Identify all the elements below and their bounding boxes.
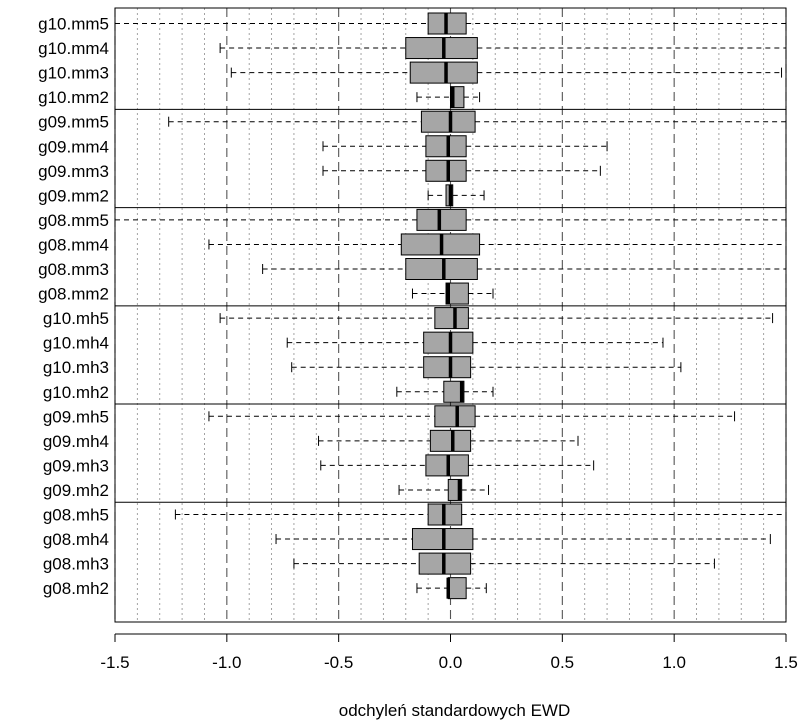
category-label: g10.mh3 <box>43 358 109 377</box>
box-iqr <box>409 61 478 84</box>
category-label: g08.mh4 <box>43 530 109 549</box>
box-iqr <box>434 307 469 330</box>
category-label: g10.mm3 <box>38 64 109 83</box>
box-g08-mm4 <box>208 233 786 256</box>
box-iqr <box>425 159 467 182</box>
box-iqr <box>423 331 474 354</box>
box-iqr <box>425 135 467 158</box>
box-g08-mh4 <box>275 528 771 551</box>
category-label: g08.mm2 <box>38 285 109 304</box>
box-iqr <box>434 405 476 428</box>
box-g09-mh5 <box>208 405 736 428</box>
box-g09-mh2 <box>398 478 490 501</box>
x-axis: -1.5 -1.0 -0.5 0.0 0.5 1.0 1.5 <box>100 633 798 672</box>
box-g09-mh3 <box>320 454 595 477</box>
box-iqr <box>443 380 465 403</box>
category-label: g08.mh3 <box>43 555 109 574</box>
box-g10-mh3 <box>291 356 682 379</box>
box-iqr <box>405 258 478 280</box>
x-tick-label: -1.5 <box>100 653 129 672</box>
box-g10-mh2 <box>396 380 494 403</box>
category-label: g09.mh4 <box>43 432 109 451</box>
x-tick-label: 0.5 <box>551 653 575 672</box>
category-label: g10.mh2 <box>43 383 109 402</box>
category-label: g10.mm5 <box>38 15 109 34</box>
box-g08-mm2 <box>411 282 494 305</box>
box-g09-mm3 <box>322 159 601 182</box>
x-axis-title: odchyleń standardowych EWD <box>339 701 571 720</box>
x-tick-label: 1.0 <box>662 653 686 672</box>
category-label: g10.mh5 <box>43 309 109 328</box>
x-tick-label: -1.0 <box>212 653 241 672</box>
category-label: g09.mh3 <box>43 456 109 475</box>
category-labels: g10.mm5 g10.mm4 g10.mm3 g10.mm2 g09.mm5 g09.m… <box>38 15 109 599</box>
group-separators <box>115 108 786 503</box>
plot-frame <box>114 7 787 623</box>
category-label: g08.mh5 <box>43 506 109 525</box>
boxes-layer <box>115 12 786 600</box>
box-iqr <box>420 110 476 133</box>
x-tick-label: -0.5 <box>324 653 353 672</box>
category-label: g09.mm5 <box>38 113 109 132</box>
x-tick-label: 0.0 <box>439 653 463 672</box>
box-g08-mh2 <box>416 577 487 600</box>
category-label: g08.mm5 <box>38 211 109 230</box>
box-g10-mh5 <box>219 307 774 330</box>
box-g09-mm2 <box>427 184 485 207</box>
box-g10-mm4 <box>219 37 786 60</box>
box-g09-mh4 <box>318 429 579 452</box>
box-iqr <box>447 577 467 600</box>
box-g08-mm3 <box>262 258 786 280</box>
box-g10-mm3 <box>230 61 783 84</box>
box-g08-mh3 <box>293 552 715 575</box>
category-label: g08.mm3 <box>38 260 109 279</box>
category-label: g10.mm4 <box>38 39 109 58</box>
category-label: g08.mh2 <box>43 579 109 598</box>
box-g08-mm5 <box>115 208 786 231</box>
category-label: g09.mm4 <box>38 137 109 156</box>
category-label: g08.mm4 <box>38 235 109 254</box>
category-label: g09.mm2 <box>38 186 109 205</box>
box-iqr <box>416 208 467 231</box>
box-g08-mh5 <box>174 503 786 526</box>
box-g10-mm5 <box>115 12 786 35</box>
box-iqr <box>429 429 472 452</box>
category-label: g10.mh4 <box>43 334 109 353</box>
box-iqr <box>445 282 469 305</box>
category-label: g09.mh2 <box>43 481 109 500</box>
category-label: g09.mh5 <box>43 407 109 426</box>
x-tick-label: 1.5 <box>774 653 798 672</box>
box-g10-mm2 <box>416 86 481 109</box>
box-g10-mh4 <box>286 331 664 354</box>
box-g09-mm5 <box>168 110 786 133</box>
category-label: g10.mm2 <box>38 88 109 107</box>
box-iqr <box>405 37 478 60</box>
box-iqr <box>423 356 472 379</box>
category-label: g09.mm3 <box>38 162 109 181</box>
box-g09-mm4 <box>322 135 608 158</box>
